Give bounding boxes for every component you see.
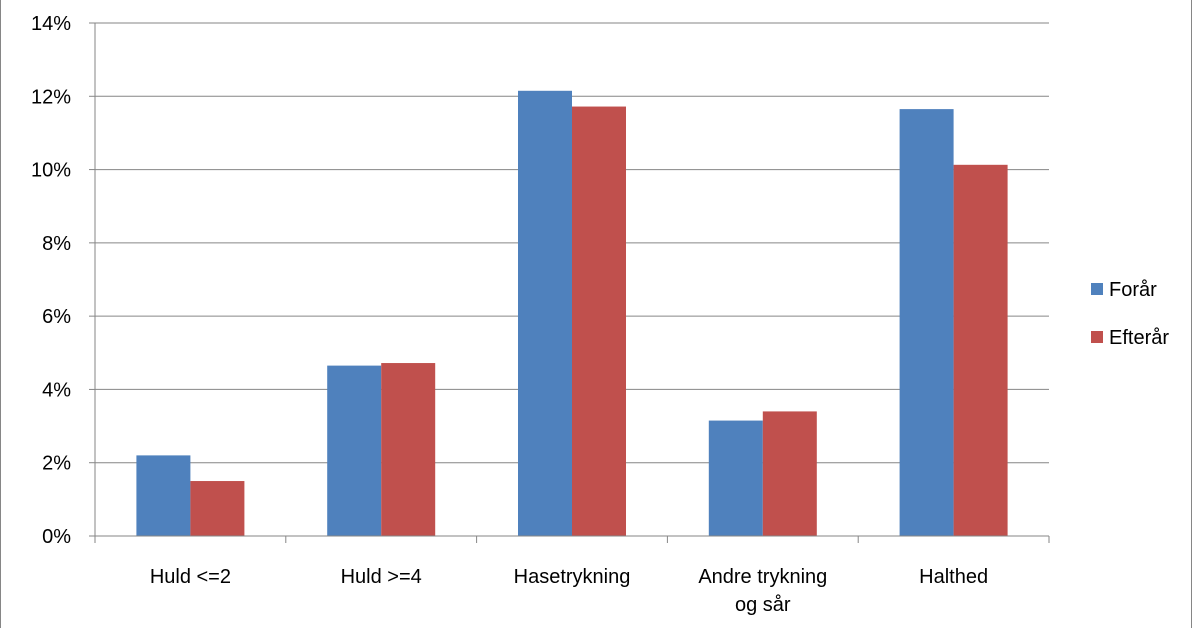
bar-efteraar (190, 481, 245, 536)
y-tick-label: 14% (31, 13, 71, 35)
x-tick-label: Hasetrykning (514, 566, 631, 588)
bars (136, 90, 1008, 537)
legend: Forår Efterår (1091, 279, 1169, 349)
legend-label: Forår (1109, 279, 1157, 301)
bar-foraar (327, 365, 382, 536)
bar-efteraar (572, 106, 626, 536)
y-tick-labels: 0% 2% 4% 6% 8% 10% 12% 14% (31, 13, 71, 548)
legend-swatch (1091, 283, 1103, 295)
axes (89, 22, 1050, 543)
bar-foraar (136, 455, 191, 536)
x-tick-label: Andre trykning (698, 566, 827, 588)
y-tick-label: 2% (42, 453, 71, 475)
y-tick-label: 6% (42, 306, 71, 328)
y-tick-label: 4% (42, 379, 71, 401)
bar-efteraar (381, 363, 436, 536)
y-tick-label: 12% (31, 86, 71, 108)
bar-efteraar (762, 411, 817, 536)
y-tick-label: 8% (42, 233, 71, 255)
bar-foraar (518, 90, 572, 537)
x-tick-labels: Huld <=2 Huld >=4 Hasetrykning Andre trykni… (150, 566, 988, 616)
y-tick-label: 10% (31, 160, 71, 182)
y-tick-label: 0% (42, 526, 71, 548)
bar-efteraar (953, 164, 1008, 536)
bar-foraar (899, 109, 954, 536)
x-tick-label: Huld <=2 (150, 566, 231, 588)
x-tick-label: Huld >=4 (341, 566, 422, 588)
legend-swatch (1091, 331, 1103, 343)
x-tick-label: Halthed (919, 566, 988, 588)
bar-foraar (708, 420, 763, 536)
x-tick-label: og sår (735, 594, 791, 616)
legend-label: Efterår (1109, 327, 1169, 349)
